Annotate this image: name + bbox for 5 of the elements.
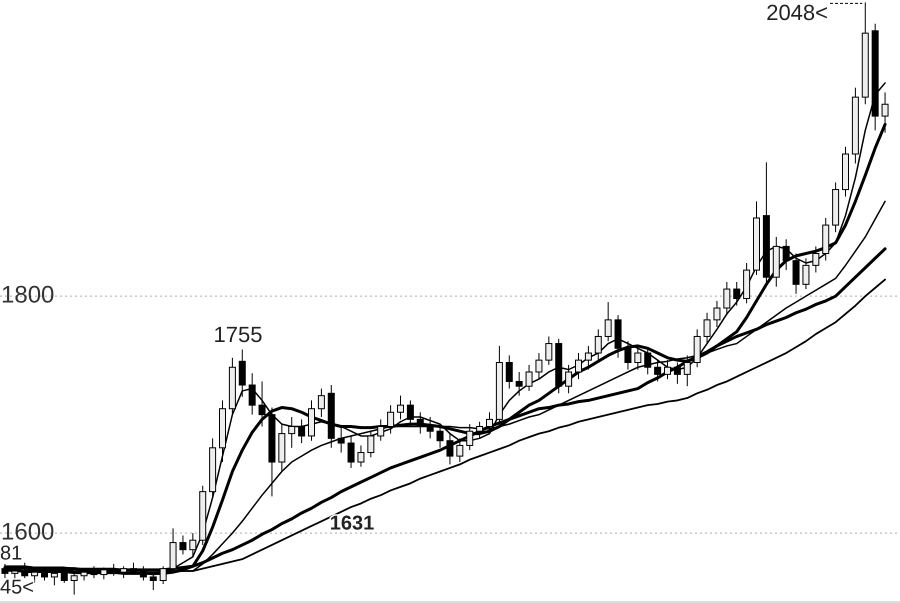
y-tick-label: 1800 [1, 282, 54, 309]
annotation: 2048< [766, 0, 828, 25]
annotation: 1755 [214, 322, 262, 347]
annotation: 1631 [330, 512, 374, 534]
annotation: 45< [0, 576, 34, 598]
